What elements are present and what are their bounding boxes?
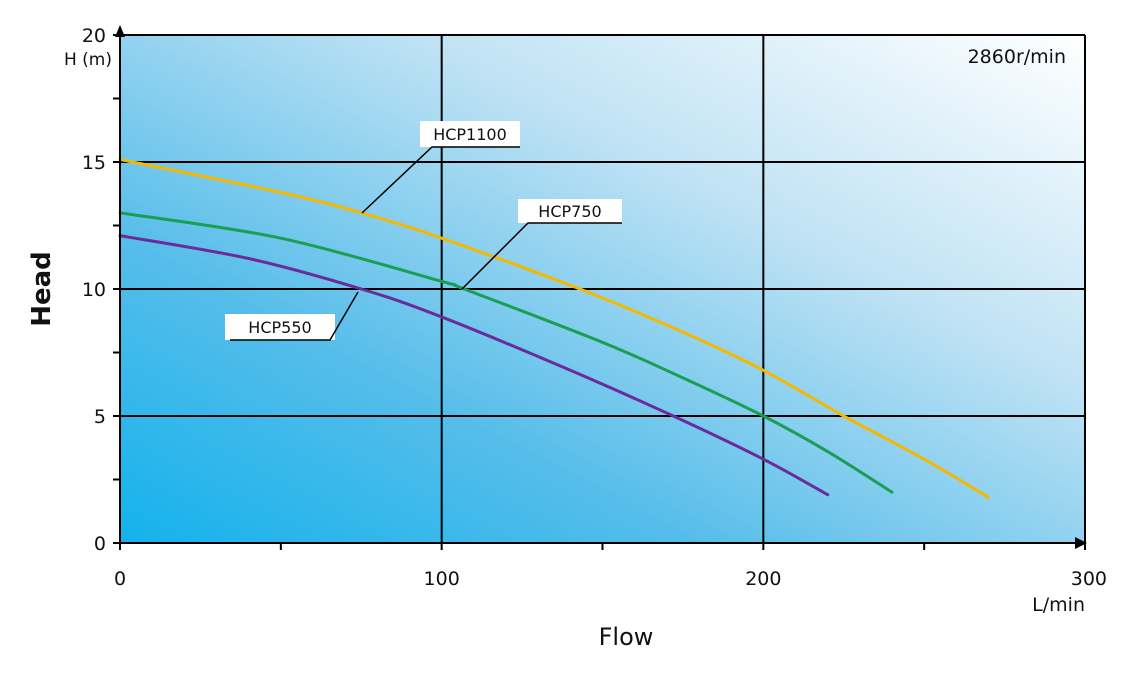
y-tick-label: 10 [82,279,106,301]
x-unit-label: L/min [1032,594,1085,616]
series-label-box [518,199,622,223]
series-label: HCP750 [538,202,601,221]
series-label-leader [461,222,622,290]
x-tick-label: 100 [424,568,460,590]
speed-annotation: 2860r/min [968,46,1066,68]
y-tick-label: 20 [82,25,106,47]
y-tick-label: 15 [82,152,106,174]
series-label: HCP550 [248,318,311,337]
x-axis-title: Flow [599,623,654,651]
series-label: HCP1100 [433,125,507,144]
x-tick-label: 0 [114,568,126,590]
x-axis-arrow [1075,537,1087,549]
series-label-leader [230,291,359,341]
y-unit-label: H (m) [64,50,112,70]
y-axis-title: Head [27,251,57,327]
series-label-box [225,314,335,340]
series-line-hcp750 [118,211,894,494]
series-label-box [420,121,520,147]
series-line-hcp1100 [118,157,990,499]
series-line-hcp550 [118,234,830,497]
x-tick-label: 200 [745,568,781,590]
y-tick-label: 0 [94,533,106,555]
x-tick-label: 300 [1071,568,1107,590]
y-tick-label: 5 [94,406,106,428]
series-label-leader [361,146,520,214]
